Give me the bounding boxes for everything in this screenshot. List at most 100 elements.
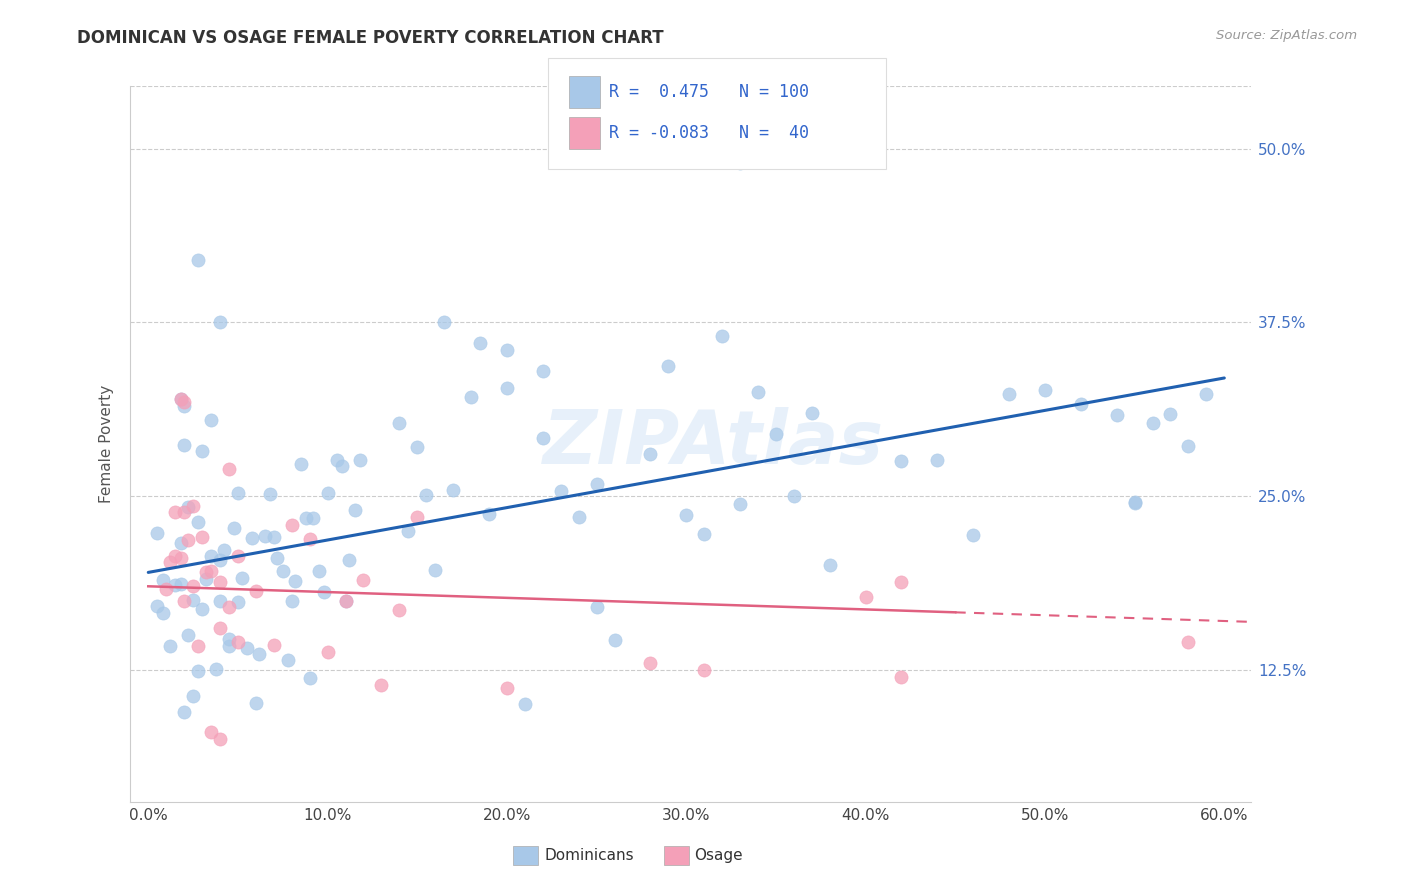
Osage xyxy=(245,584,267,599)
Dominicans xyxy=(218,639,240,653)
Dominicans xyxy=(236,640,259,655)
Dominicans xyxy=(962,528,984,542)
Dominicans xyxy=(585,600,607,615)
Dominicans xyxy=(146,525,169,540)
Dominicans xyxy=(550,484,572,499)
Dominicans xyxy=(783,489,806,503)
Osage xyxy=(200,725,222,739)
Osage xyxy=(181,499,204,513)
Dominicans xyxy=(433,315,456,329)
Dominicans xyxy=(478,507,501,521)
Dominicans xyxy=(181,593,204,607)
Dominicans xyxy=(173,399,195,413)
Dominicans xyxy=(316,486,339,500)
Dominicans xyxy=(208,594,231,608)
Dominicans xyxy=(1159,407,1181,421)
Dominicans xyxy=(191,443,214,458)
Dominicans xyxy=(308,564,330,578)
Osage xyxy=(200,564,222,578)
Osage xyxy=(406,510,429,524)
Osage xyxy=(890,574,912,589)
Dominicans xyxy=(765,426,787,441)
Text: Osage: Osage xyxy=(695,848,744,863)
Dominicans xyxy=(187,664,209,678)
Dominicans xyxy=(224,521,246,535)
Osage xyxy=(316,645,339,659)
Osage xyxy=(218,462,240,476)
Dominicans xyxy=(263,530,285,544)
Dominicans xyxy=(388,417,411,431)
Dominicans xyxy=(259,487,281,501)
Dominicans xyxy=(1070,396,1092,410)
Osage xyxy=(640,656,662,670)
Osage xyxy=(181,579,204,593)
Dominicans xyxy=(177,627,200,641)
Osage xyxy=(177,533,200,547)
Dominicans xyxy=(728,155,751,169)
Dominicans xyxy=(253,529,276,543)
Osage xyxy=(208,732,231,747)
Osage xyxy=(165,549,187,563)
Osage xyxy=(890,669,912,683)
Dominicans xyxy=(205,662,228,676)
Osage xyxy=(194,566,217,580)
Text: R = -0.083   N =  40: R = -0.083 N = 40 xyxy=(609,124,808,142)
Dominicans xyxy=(998,387,1021,401)
Dominicans xyxy=(415,487,437,501)
Dominicans xyxy=(277,653,299,667)
Dominicans xyxy=(208,315,231,329)
Dominicans xyxy=(146,599,169,614)
Dominicans xyxy=(194,572,217,586)
Dominicans xyxy=(173,705,195,719)
Dominicans xyxy=(349,452,371,467)
Osage xyxy=(388,603,411,617)
Osage xyxy=(496,681,519,695)
Dominicans xyxy=(266,550,288,565)
Dominicans xyxy=(208,553,231,567)
Osage xyxy=(208,574,231,589)
Dominicans xyxy=(169,577,191,591)
Dominicans xyxy=(343,503,366,517)
Dominicans xyxy=(1033,384,1056,398)
Osage xyxy=(335,593,357,607)
Text: DOMINICAN VS OSAGE FEMALE POVERTY CORRELATION CHART: DOMINICAN VS OSAGE FEMALE POVERTY CORREL… xyxy=(77,29,664,46)
Osage xyxy=(155,582,177,597)
Dominicans xyxy=(181,689,204,703)
Osage xyxy=(187,639,209,653)
Dominicans xyxy=(890,454,912,468)
Dominicans xyxy=(1123,495,1146,509)
Dominicans xyxy=(312,585,335,599)
Osage xyxy=(280,517,302,532)
Osage xyxy=(226,635,249,649)
Dominicans xyxy=(406,440,429,454)
Dominicans xyxy=(280,594,302,608)
Dominicans xyxy=(165,578,187,592)
Dominicans xyxy=(177,500,200,514)
Osage xyxy=(169,550,191,565)
Dominicans xyxy=(191,601,214,615)
Dominicans xyxy=(531,431,554,445)
Dominicans xyxy=(231,571,253,585)
Dominicans xyxy=(245,696,267,710)
Dominicans xyxy=(271,564,294,578)
Dominicans xyxy=(513,698,536,712)
Osage xyxy=(191,530,214,544)
Dominicans xyxy=(152,574,174,588)
Dominicans xyxy=(657,359,679,373)
Y-axis label: Female Poverty: Female Poverty xyxy=(100,384,114,503)
Dominicans xyxy=(159,639,181,653)
Dominicans xyxy=(568,510,591,524)
Dominicans xyxy=(585,477,607,491)
Dominicans xyxy=(200,549,222,563)
Dominicans xyxy=(200,412,222,426)
Dominicans xyxy=(249,647,271,661)
Dominicans xyxy=(747,385,769,400)
Osage xyxy=(169,392,191,406)
Dominicans xyxy=(711,329,734,343)
Dominicans xyxy=(173,438,195,452)
Dominicans xyxy=(187,252,209,267)
Dominicans xyxy=(212,543,235,558)
Dominicans xyxy=(693,526,716,541)
Dominicans xyxy=(335,594,357,608)
Dominicans xyxy=(226,486,249,500)
